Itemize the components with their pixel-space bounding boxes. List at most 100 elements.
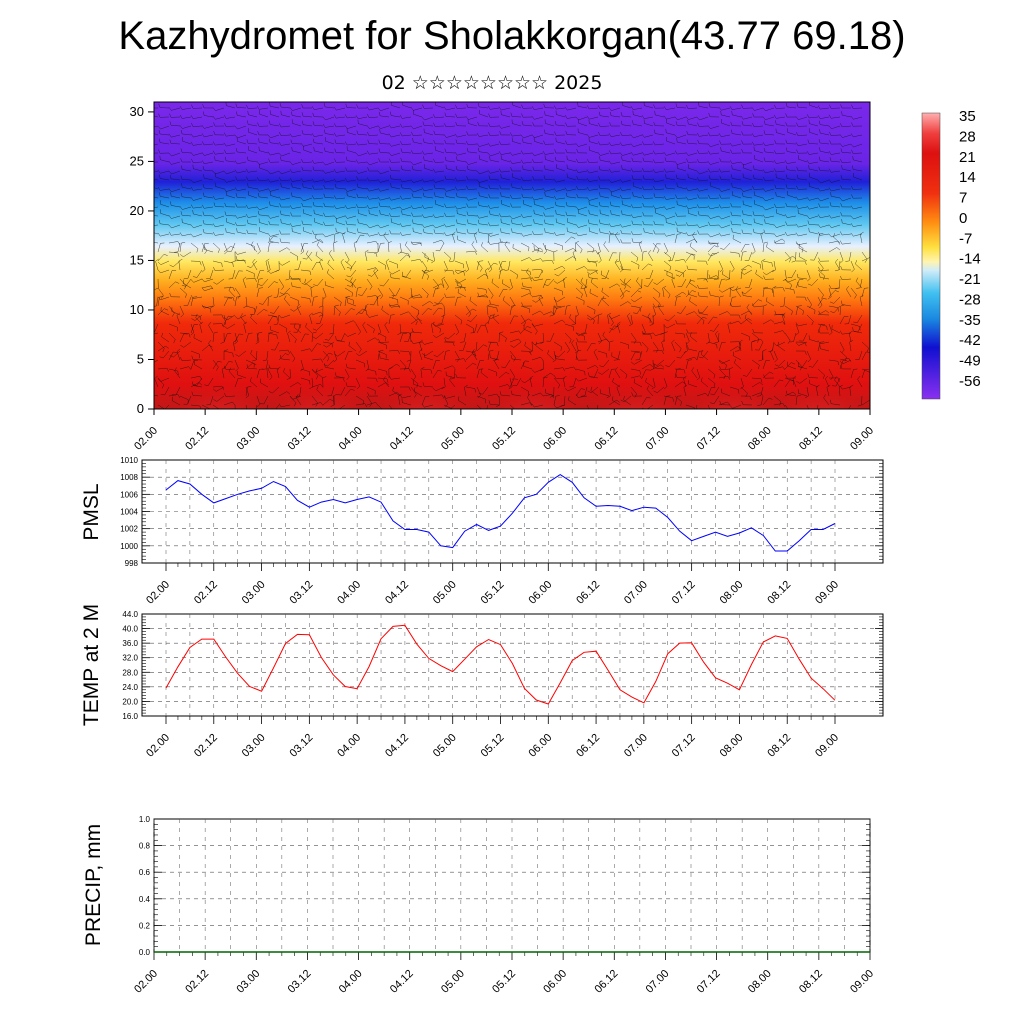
- wind-barb-flag: [256, 105, 260, 110]
- wind-barb: [751, 260, 761, 265]
- cs-x-tick-label: 04.00: [337, 425, 365, 453]
- wind-barb: [721, 150, 731, 154]
- wind-barb-flag: [158, 149, 161, 154]
- wind-barb: [721, 368, 731, 370]
- wind-barb: [366, 368, 376, 372]
- x-tick-label: 03.00: [240, 732, 268, 760]
- wind-barb: [655, 161, 665, 164]
- wind-barb: [602, 335, 610, 343]
- wind-barb: [655, 152, 665, 155]
- wind-barb-flag: [607, 312, 612, 316]
- wind-barb-flag: [192, 209, 194, 214]
- wind-barb: [270, 152, 280, 156]
- wind-barb-flag: [289, 222, 293, 227]
- wind-barb-flag: [419, 294, 423, 299]
- wind-barb: [333, 350, 338, 360]
- wind-barb: [237, 231, 247, 235]
- wind-barb: [831, 328, 841, 334]
- wind-barb: [154, 170, 159, 173]
- wind-barb: [311, 402, 321, 406]
- wind-barb: [443, 395, 449, 405]
- wind-barb: [446, 107, 456, 111]
- wind-barb: [616, 387, 621, 397]
- wind-barb: [509, 378, 515, 388]
- wind-barb: [471, 244, 478, 253]
- wind-barb-flag: [323, 221, 326, 226]
- wind-barb: [233, 342, 236, 352]
- wind-barb: [325, 140, 335, 145]
- wind-barb: [584, 386, 588, 396]
- wind-barb: [336, 125, 346, 128]
- wind-barb: [710, 125, 720, 129]
- wind-barb: [315, 255, 324, 262]
- wind-barb: [179, 305, 184, 315]
- wind-barb: [300, 368, 310, 372]
- wind-barb: [270, 134, 280, 139]
- wind-barb: [190, 314, 200, 317]
- wind-barb: [622, 204, 632, 208]
- wind-barb: [380, 152, 390, 154]
- wind-barb: [542, 372, 551, 379]
- wind-barb: [182, 214, 192, 217]
- wind-barb-flag: [702, 316, 707, 319]
- wind-barb-flag: [768, 397, 773, 400]
- wind-barb: [638, 243, 643, 253]
- wind-barb: [154, 115, 159, 118]
- wind-barb: [820, 132, 830, 136]
- wind-barb: [590, 282, 599, 289]
- wind-barb: [622, 179, 632, 183]
- wind-barb-flag: [828, 233, 832, 238]
- wind-barb: [740, 310, 750, 316]
- wind-barb: [325, 285, 335, 289]
- wind-barb: [465, 260, 469, 270]
- wind-barb-flag: [278, 403, 282, 408]
- wind-barb: [633, 215, 643, 218]
- wind-barb-flag: [159, 296, 164, 298]
- wind-barb: [303, 197, 313, 202]
- wind-barb: [622, 134, 632, 136]
- wind-barb: [194, 364, 203, 370]
- wind-barb: [622, 214, 632, 217]
- wind-barb-flag: [212, 107, 216, 111]
- wind-barb: [611, 188, 621, 193]
- wind-barb-flag: [577, 102, 579, 107]
- wind-barb: [266, 350, 269, 360]
- wind-barb: [338, 404, 346, 409]
- wind-barb: [710, 294, 720, 298]
- wind-barb: [710, 224, 720, 226]
- wind-barb-flag: [166, 368, 169, 372]
- wind-barb-flag: [566, 305, 571, 307]
- wind-barb-flag: [364, 403, 368, 408]
- wind-barb-flag: [496, 404, 500, 407]
- wind-barb: [809, 186, 819, 190]
- warm-cell: [681, 349, 786, 409]
- wind-barb: [281, 160, 291, 163]
- wind-barb-flag: [191, 391, 194, 396]
- wind-barb-flag: [654, 129, 656, 134]
- wind-barb-flag: [744, 314, 747, 319]
- wind-barb-flag: [649, 368, 654, 371]
- wind-barb: [534, 170, 544, 172]
- wind-barb: [729, 269, 731, 279]
- wind-barb: [743, 214, 753, 217]
- wind-barb: [633, 186, 643, 190]
- wind-barb-flag: [147, 170, 149, 173]
- wind-barb: [820, 188, 830, 192]
- wind-barb-flag: [840, 175, 843, 180]
- wind-barb-flag: [327, 357, 330, 362]
- wind-barb-flag: [471, 241, 475, 245]
- wind-barb-flag: [369, 403, 373, 407]
- wind-barb-flag: [232, 297, 235, 302]
- wind-barb-flag: [147, 222, 149, 226]
- wind-barb-flag: [243, 321, 248, 325]
- y-tick-label: 24.0: [122, 683, 138, 692]
- wind-barb-flag: [168, 188, 172, 192]
- wind-barb-flag: [520, 150, 524, 155]
- wind-barb: [820, 215, 830, 218]
- wind-barb: [820, 197, 830, 202]
- wind-barb-flag: [191, 122, 194, 127]
- wind-barb: [465, 386, 475, 389]
- wind-barb: [578, 161, 588, 163]
- wind-barb-flag: [672, 397, 674, 402]
- wind-barb-flag: [157, 186, 161, 191]
